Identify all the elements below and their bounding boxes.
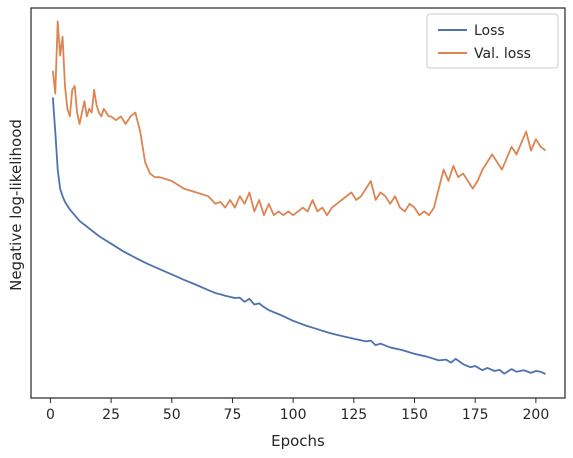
legend: Loss Val. loss [426, 13, 559, 69]
series-line-val-loss [51, 20, 547, 217]
legend-label-loss: Loss [474, 23, 505, 39]
legend-box [426, 13, 559, 69]
x-tick-label: 200 [523, 407, 550, 423]
x-tick-label: 75 [224, 407, 242, 423]
x-tick-label: 0 [46, 407, 55, 423]
x-tick-label: 25 [102, 407, 120, 423]
plot-area [30, 7, 566, 399]
x-tick-label: 125 [340, 407, 367, 423]
x-axis-label: Epochs [271, 432, 325, 450]
x-tick-label: 100 [280, 407, 307, 423]
series-layer [51, 20, 547, 375]
y-axis-label: Negative log-likelihood [7, 119, 25, 291]
x-tick-label: 150 [401, 407, 428, 423]
x-tick-label: 175 [462, 407, 489, 423]
legend-label-val-loss: Val. loss [474, 46, 531, 62]
series-line-loss [51, 97, 546, 375]
x-tick-label: 50 [163, 407, 181, 423]
x-axis-ticks: 0 25 50 75 100 125 150 175 200 [46, 398, 549, 423]
